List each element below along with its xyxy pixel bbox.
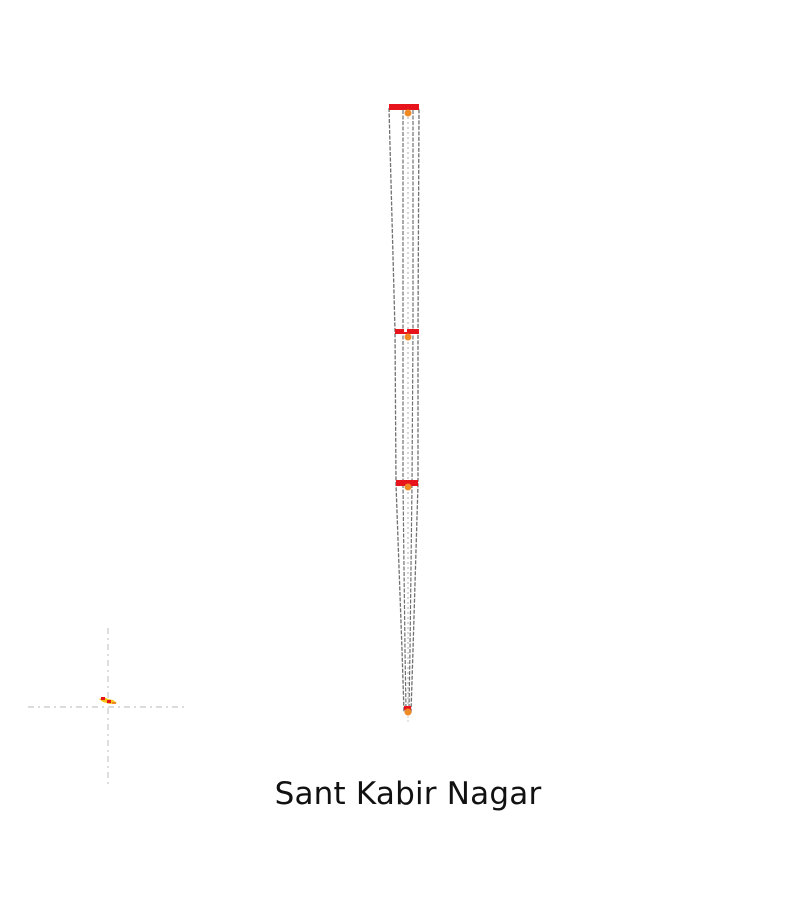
road-end-marker[interactable] (404, 706, 412, 722)
road-bar-marker[interactable] (396, 480, 418, 491)
inset-locator (28, 628, 188, 788)
road-outline-inner-right (408, 110, 414, 711)
location-dot[interactable] (404, 708, 412, 716)
road-bar-marker[interactable] (389, 104, 419, 117)
district-title: Sant Kabir Nagar (274, 776, 542, 812)
road-bar-marker[interactable] (395, 329, 419, 341)
district-road-outline[interactable] (388, 107, 420, 713)
location-dot[interactable] (404, 333, 412, 341)
road-outline-inner-left (402, 110, 407, 711)
location-dot[interactable] (404, 109, 412, 117)
location-dot[interactable] (404, 483, 412, 491)
inset-locator-icon (99, 697, 117, 704)
road-outline-outer (388, 107, 420, 713)
